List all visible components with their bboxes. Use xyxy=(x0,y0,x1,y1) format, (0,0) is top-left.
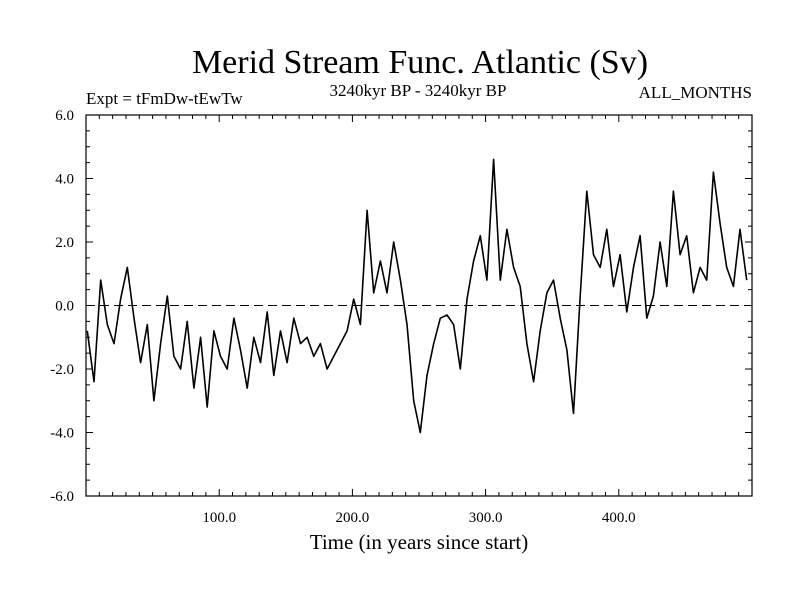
y-tick-label: 2.0 xyxy=(55,235,74,251)
y-tick-label: 0.0 xyxy=(55,299,74,315)
chart-title: Merid Stream Func. Atlantic (Sv) xyxy=(192,44,648,81)
y-tick-label: 4.0 xyxy=(55,172,74,188)
plot-frame xyxy=(85,114,753,497)
y-tick-label: 6.0 xyxy=(55,108,74,124)
x-tick-label: 400.0 xyxy=(602,510,636,526)
x-tick-label: 100.0 xyxy=(202,510,236,526)
x-tick-label: 300.0 xyxy=(469,510,503,526)
axes-layer: 100.0 200.0 300.0 400.0 -6.0 -4.0 -2.0 0.0 2.0 4.… xyxy=(50,108,753,526)
x-axis-label: Time (in years since start) xyxy=(310,530,529,554)
series-line xyxy=(86,158,748,434)
series-layer xyxy=(86,158,748,434)
y-tick-label: -4.0 xyxy=(50,426,74,442)
y-tick-label: -6.0 xyxy=(50,489,74,505)
y-tick-label: -2.0 xyxy=(50,362,74,378)
subtitle-months: ALL_MONTHS xyxy=(639,83,752,102)
subtitle-period: 3240kyr BP - 3240kyr BP xyxy=(330,81,507,100)
x-tick-label: 200.0 xyxy=(336,510,370,526)
subtitle-experiment: Expt = tFmDw-tEwTw xyxy=(86,89,243,108)
